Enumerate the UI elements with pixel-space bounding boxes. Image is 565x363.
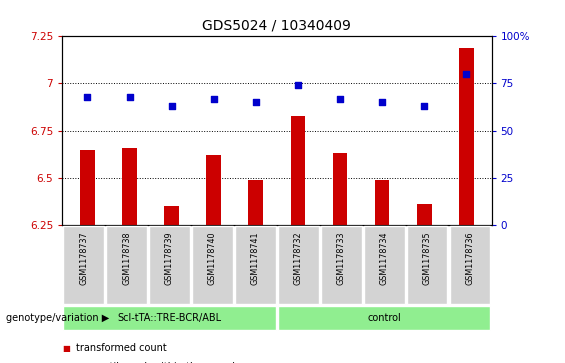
Point	[420, 103, 429, 109]
Text: GSM1178735: GSM1178735	[423, 232, 432, 285]
Text: ■: ■	[62, 344, 70, 353]
Point	[125, 94, 134, 99]
Text: GSM1178737: GSM1178737	[79, 232, 88, 285]
Point	[377, 99, 386, 105]
Text: ■: ■	[62, 362, 70, 363]
Text: Scl-tTA::TRE-BCR/ABL: Scl-tTA::TRE-BCR/ABL	[118, 313, 221, 323]
Point	[293, 82, 302, 88]
Bar	[164, 206, 179, 225]
Point	[167, 103, 176, 109]
Bar	[249, 180, 263, 225]
Text: GSM1178740: GSM1178740	[208, 232, 217, 285]
Bar	[206, 155, 221, 225]
Bar	[375, 180, 389, 225]
Bar	[417, 204, 432, 225]
Bar	[333, 153, 347, 225]
Text: genotype/variation ▶: genotype/variation ▶	[6, 313, 109, 323]
Bar	[459, 48, 473, 225]
Point	[209, 96, 218, 102]
Bar	[290, 115, 305, 225]
Text: control: control	[367, 313, 401, 323]
Text: GSM1178733: GSM1178733	[337, 232, 346, 285]
Text: percentile rank within the sample: percentile rank within the sample	[76, 362, 241, 363]
Text: GSM1178738: GSM1178738	[122, 232, 131, 285]
Text: GSM1178734: GSM1178734	[380, 232, 389, 285]
Text: GSM1178741: GSM1178741	[251, 232, 260, 285]
Point	[336, 96, 345, 102]
Point	[83, 94, 92, 99]
Point	[251, 99, 260, 105]
Title: GDS5024 / 10340409: GDS5024 / 10340409	[202, 19, 351, 32]
Bar	[80, 150, 95, 225]
Text: GSM1178736: GSM1178736	[466, 232, 475, 285]
Text: GSM1178732: GSM1178732	[294, 232, 303, 285]
Text: GSM1178739: GSM1178739	[165, 232, 174, 285]
Text: transformed count: transformed count	[76, 343, 167, 354]
Bar	[122, 148, 137, 225]
Point	[462, 71, 471, 77]
